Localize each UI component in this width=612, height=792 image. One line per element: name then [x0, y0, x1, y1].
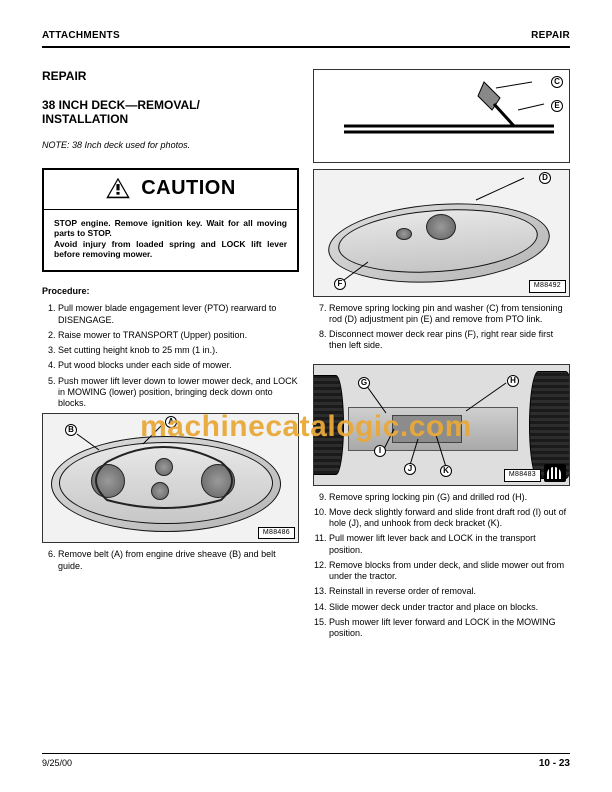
proc-step: Raise mower to TRANSPORT (Upper) positio…: [58, 330, 299, 341]
callout-k: K: [440, 465, 452, 477]
proc-step: Disconnect mower deck rear pins (F), rig…: [329, 329, 570, 352]
callout-g: G: [358, 377, 370, 389]
deck-iso-lines-icon: [314, 170, 569, 296]
figure-deck-top: A B M88486: [42, 413, 299, 543]
header-rule: [42, 46, 570, 48]
callout-e: E: [551, 100, 563, 112]
belt-path-icon: [43, 414, 298, 542]
proc-step: Remove blocks from under deck, and slide…: [329, 560, 570, 583]
procedure-list-b: Remove belt (A) from engine drive sheave…: [42, 549, 299, 572]
note-text: NOTE: 38 Inch deck used for photos.: [42, 140, 299, 151]
figure-linkage: C E: [313, 69, 570, 163]
figure-label: M88492: [529, 280, 566, 293]
procedure-list-d: Remove spring locking pin (G) and drille…: [313, 492, 570, 640]
proc-step: Slide mower deck under tractor and place…: [329, 602, 570, 613]
caution-line2: Avoid injury from loaded spring and LOCK…: [54, 239, 287, 260]
stripe-icon: [544, 464, 566, 482]
callout-i: I: [374, 445, 386, 457]
callout-j: J: [404, 463, 416, 475]
section-title: REPAIR: [42, 69, 299, 84]
figure-label: M88483: [504, 469, 541, 482]
left-column: REPAIR 38 INCH DECK—REMOVAL/ INSTALLATIO…: [42, 51, 299, 644]
procedure-label: Procedure:: [42, 286, 299, 297]
header-left: ATTACHMENTS: [42, 30, 120, 43]
caution-title: CAUTION: [141, 176, 236, 201]
callout-d: D: [539, 172, 551, 184]
subsection-title: 38 INCH DECK—REMOVAL/ INSTALLATION: [42, 98, 299, 127]
proc-step: Put wood blocks under each side of mower…: [58, 360, 299, 371]
footer-date: 9/25/00: [42, 758, 72, 771]
callout-f: F: [334, 278, 346, 290]
procedure-list-c: Remove spring locking pin and washer (C)…: [313, 303, 570, 352]
proc-step: Pull mower blade engagement lever (PTO) …: [58, 303, 299, 326]
proc-step: Pull mower lift lever back and LOCK in t…: [329, 533, 570, 556]
figure-label: M88486: [258, 527, 295, 540]
proc-step: Push mower lift lever down to lower mowe…: [58, 376, 299, 410]
proc-step: Push mower lift lever forward and LOCK i…: [329, 617, 570, 640]
proc-step: Remove belt (A) from engine drive sheave…: [58, 549, 299, 572]
proc-step: Reinstall in reverse order of removal.: [329, 586, 570, 597]
page-header: ATTACHMENTS REPAIR: [42, 30, 570, 43]
header-right: REPAIR: [531, 30, 570, 43]
proc-step: Remove spring locking pin and washer (C)…: [329, 303, 570, 326]
callout-c: C: [551, 76, 563, 88]
caution-body: STOP engine. Remove ignition key. Wait f…: [44, 210, 297, 271]
footer-page: 10 - 23: [539, 758, 570, 771]
proc-step: Set cutting height knob to 25 mm (1 in.)…: [58, 345, 299, 356]
right-column: C E D F M88492 Remove spring locking pin…: [313, 51, 570, 644]
figure-deck-iso: D F M88492: [313, 169, 570, 297]
linkage-drawing-icon: [314, 70, 569, 162]
content-columns: REPAIR 38 INCH DECK—REMOVAL/ INSTALLATIO…: [42, 51, 570, 644]
figure-under-tractor: G H I J K M88483: [313, 364, 570, 486]
caution-line1: STOP engine. Remove ignition key. Wait f…: [54, 218, 287, 239]
caution-header: CAUTION: [44, 170, 297, 210]
procedure-list-a: Pull mower blade engagement lever (PTO) …: [42, 303, 299, 409]
proc-step: Remove spring locking pin (G) and drille…: [329, 492, 570, 503]
page-footer: 9/25/00 10 - 23: [42, 753, 570, 771]
callout-h: H: [507, 375, 519, 387]
warning-triangle-icon: [105, 177, 131, 199]
caution-box: CAUTION STOP engine. Remove ignition key…: [42, 168, 299, 273]
proc-step: Move deck slightly forward and slide fro…: [329, 507, 570, 530]
